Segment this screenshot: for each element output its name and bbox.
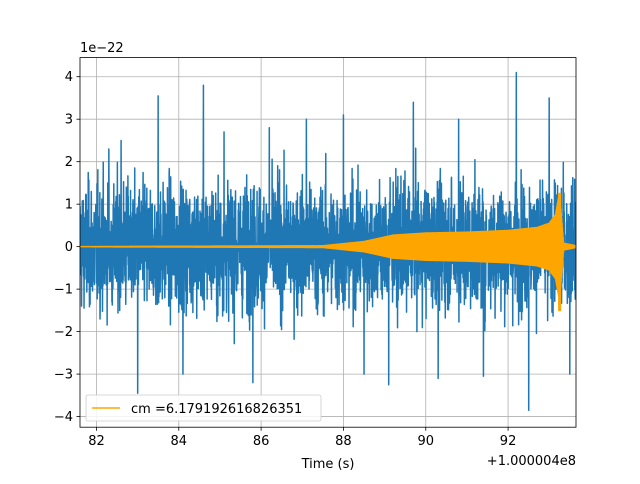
x-axis-label: Time (s) (301, 457, 355, 472)
x-tick-label: 90 (417, 434, 434, 449)
y-tick-label: −3 (54, 368, 73, 383)
y-tick-label: −4 (54, 410, 73, 425)
series-template-cm-line (80, 192, 576, 312)
x-offset-label: +1.000004e8 (487, 454, 576, 469)
x-tick-label: 92 (500, 434, 517, 449)
plot-frame (79, 57, 577, 428)
x-tick-label: 88 (335, 434, 352, 449)
x-tick-label: 82 (88, 434, 105, 449)
y-tick-label: −1 (54, 283, 73, 298)
legend-label-cm: cm =6.179192616826351 (131, 402, 302, 417)
y-tick-label: 1 (65, 198, 73, 213)
y-tick-label: 3 (65, 113, 73, 128)
legend: cm =6.179192616826351 (85, 394, 322, 422)
y-tick-label: −2 (54, 325, 73, 340)
y-tick-label: 0 (65, 240, 73, 255)
series-strain-line (80, 71, 576, 411)
x-tick-label: 84 (171, 434, 188, 449)
y-tick-label: 4 (65, 70, 73, 85)
y-scale-label: 1e−22 (80, 41, 124, 56)
legend-box (85, 394, 322, 422)
data-layer (80, 71, 576, 411)
x-tick-label: 86 (253, 434, 270, 449)
axis-ticks: 82 84 86 88 90 92 −4 −3 −2 −1 0 1 2 3 4 (54, 70, 517, 449)
y-tick-label: 2 (65, 155, 73, 170)
